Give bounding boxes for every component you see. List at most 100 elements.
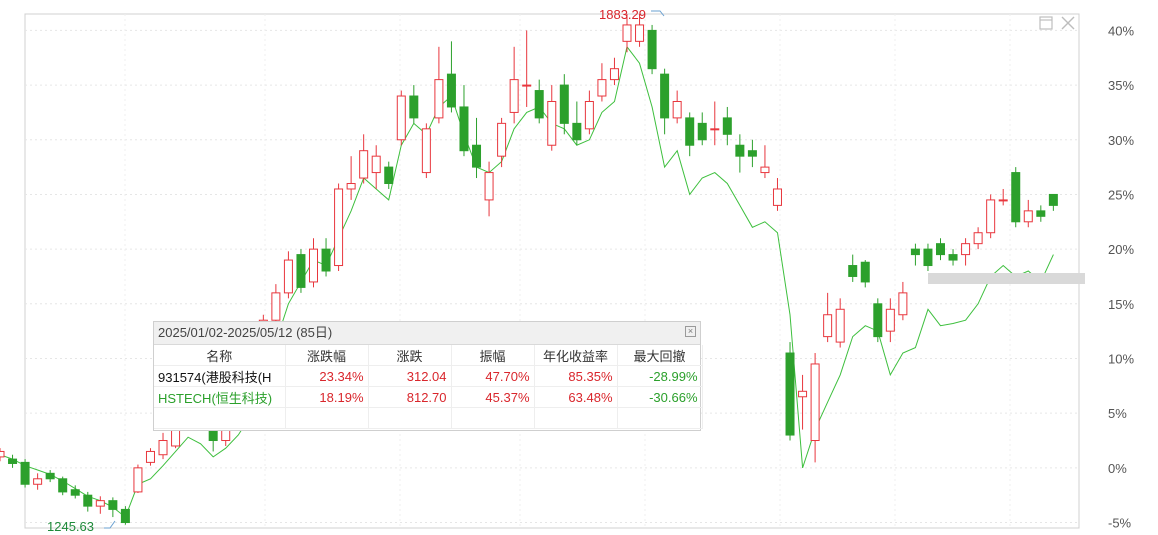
row-max-drawdown: -28.99% [617, 365, 703, 387]
candle-body [158, 440, 168, 456]
candle-body [472, 144, 482, 168]
candle [635, 14, 645, 47]
candle [785, 342, 795, 441]
candle-body [346, 183, 356, 190]
candle-body [923, 248, 933, 267]
candle-body [986, 199, 996, 234]
candle-body [45, 472, 55, 480]
candle-body [434, 79, 444, 119]
candle [334, 183, 344, 271]
candle [497, 117, 507, 168]
chart-window-controls [1039, 16, 1079, 32]
candle-body [735, 144, 745, 157]
candle [898, 281, 908, 321]
candle-body [798, 390, 808, 398]
candle [145, 448, 155, 466]
candle [961, 238, 971, 266]
candle [572, 101, 582, 146]
candle [434, 46, 444, 124]
candle-body [948, 254, 958, 261]
candle [108, 497, 118, 518]
candle [885, 298, 895, 343]
candle [1023, 199, 1033, 228]
candle [133, 464, 143, 494]
y-tick-label: 40% [1108, 23, 1134, 38]
candle [271, 284, 281, 326]
candle-body [283, 259, 293, 294]
candle [760, 145, 770, 179]
row-name: 931574(港股科技(H [154, 365, 286, 387]
candle-body [772, 188, 782, 206]
candle [1036, 205, 1046, 222]
row-change-pct: 23.34% [285, 365, 369, 387]
candle-body [108, 500, 118, 510]
candle [722, 106, 732, 146]
candle-body [497, 122, 507, 157]
candle-body [1023, 210, 1033, 223]
candle [0, 448, 5, 462]
low-marker-icon [104, 520, 116, 529]
maximize-icon[interactable] [1039, 16, 1053, 30]
header-change: 涨跌 [368, 345, 452, 366]
candle [609, 57, 619, 86]
high-label: 1883.29 [599, 7, 646, 22]
y-axis: 40% 35% 30% 25% 20% 15% 10% 5% 0% -5% [1108, 23, 1134, 530]
candle [283, 251, 293, 299]
candle-body [635, 24, 645, 42]
candle-body [509, 79, 519, 113]
candle-body [559, 84, 569, 124]
candle [309, 238, 318, 288]
candle-body [885, 308, 895, 332]
candle-body [484, 172, 494, 201]
candle [8, 454, 18, 468]
candle-body [459, 106, 469, 152]
candle-body [334, 188, 344, 267]
candle [484, 161, 494, 217]
candle [772, 178, 782, 211]
candle [70, 485, 80, 499]
candle [58, 476, 68, 496]
y-tick-label: 15% [1108, 297, 1134, 312]
row-max-drawdown: -30.66% [617, 386, 703, 408]
candle-body [33, 478, 43, 485]
candle [948, 249, 958, 266]
row-amplitude: 45.37% [451, 386, 535, 408]
y-tick-label: 5% [1108, 406, 1127, 421]
candle-body [961, 243, 971, 256]
candle [33, 473, 43, 490]
candle [923, 243, 933, 271]
header-max-drawdown: 最大回撤 [617, 345, 703, 366]
candle [371, 145, 381, 189]
candle [936, 238, 945, 261]
candle [95, 496, 105, 514]
candle [647, 24, 657, 75]
candle-body [271, 292, 281, 321]
candle [685, 112, 695, 157]
table-row[interactable]: HSTECH(恒生科技) 18.19% 812.70 45.37% 63.48%… [154, 386, 703, 408]
table-row[interactable]: 931574(港股科技(H 23.34% 312.04 47.70% 85.35… [154, 365, 703, 387]
high-marker-icon [651, 10, 665, 17]
y-tick-label: 30% [1108, 133, 1134, 148]
close-icon[interactable] [1061, 16, 1075, 30]
summary-close-icon[interactable]: × [685, 326, 696, 337]
candle [120, 506, 130, 525]
candle [986, 194, 996, 239]
summary-title: 2025/01/02-2025/05/12 (85日) [158, 325, 333, 340]
candle [873, 298, 883, 343]
candle [848, 254, 858, 282]
candle-body [722, 117, 732, 135]
candle [396, 90, 406, 146]
candle [296, 249, 306, 293]
candle [697, 112, 707, 146]
candle [973, 227, 983, 250]
candle [672, 90, 682, 124]
candle-body [359, 150, 369, 179]
candle-body [584, 100, 594, 130]
candle [547, 85, 557, 151]
candle-body [547, 100, 557, 146]
candle-body [1048, 193, 1058, 206]
candle-body [120, 508, 130, 524]
candle-body [1011, 172, 1021, 223]
candle [597, 63, 607, 102]
